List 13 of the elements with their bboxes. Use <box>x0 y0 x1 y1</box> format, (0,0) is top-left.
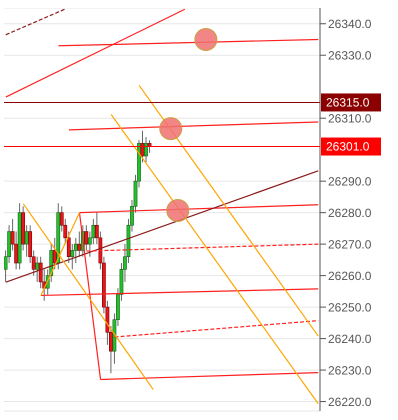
y-tick-label: 26250.0 <box>328 300 372 314</box>
y-tick-label: 26330.0 <box>328 48 372 62</box>
y-tick-label: 26340.0 <box>328 17 372 31</box>
y-tick-label: 26230.0 <box>328 363 372 378</box>
y-tick-label: 26270.0 <box>328 237 372 252</box>
y-tick-label: 26290.0 <box>328 174 372 188</box>
y-tick-label: 26240.0 <box>328 332 372 346</box>
y-tick-label: 26220.0 <box>328 394 372 409</box>
y-tick-label: 26260.0 <box>328 268 372 283</box>
ref-line-label: 26301.0 <box>326 140 370 154</box>
ref-line-label: 26315.0 <box>326 95 370 110</box>
y-tick-label: 26310.0 <box>328 111 372 126</box>
y-tick-label: 26280.0 <box>328 206 372 220</box>
